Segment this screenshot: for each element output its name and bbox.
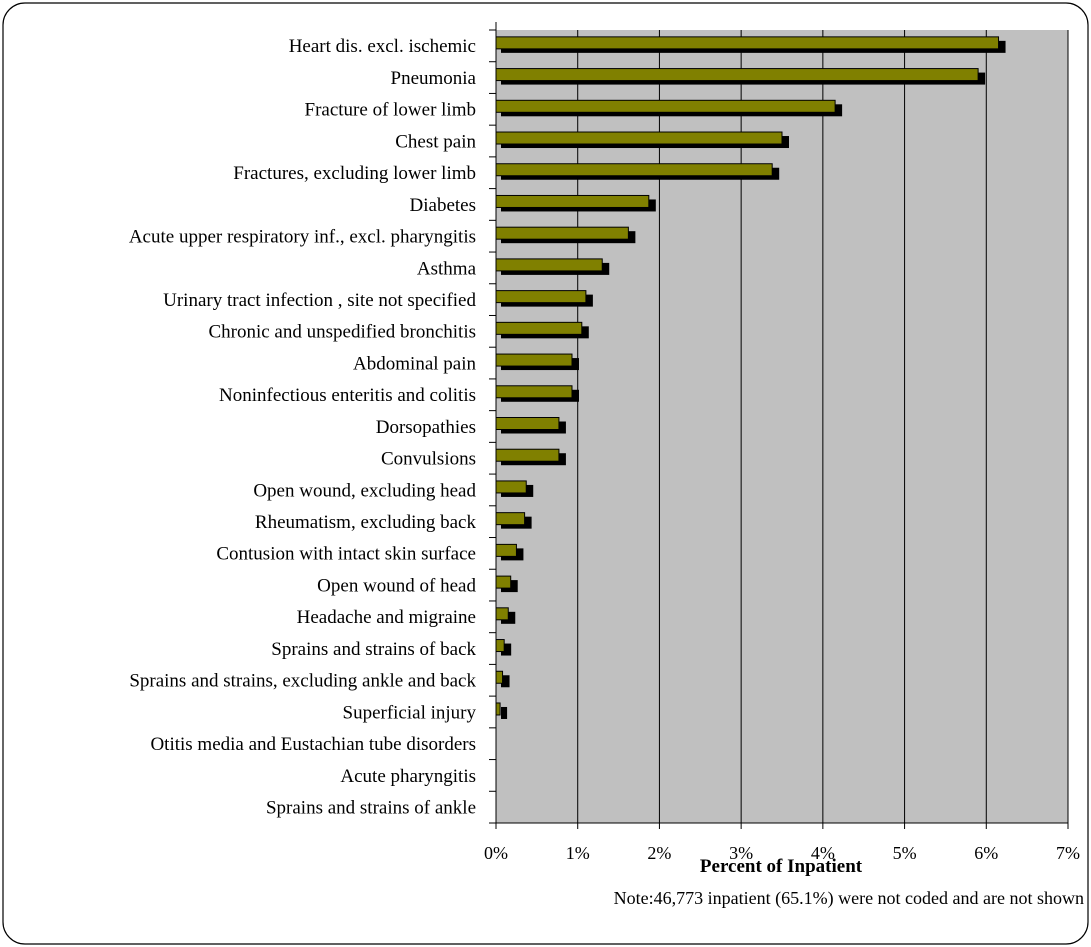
x-tick-label: 2% [647, 843, 671, 863]
category-label: Fracture of lower limb [305, 100, 476, 121]
bar-front [495, 258, 603, 272]
bar [495, 163, 780, 180]
x-tick-label: 6% [974, 843, 998, 863]
bar-front [495, 99, 836, 113]
category-label: Sprains and strains of back [271, 639, 476, 660]
bar [495, 194, 656, 212]
bar [495, 417, 566, 434]
bar [495, 258, 610, 275]
bar [495, 68, 986, 85]
category-label: Noninfectious enteritis and colitis [219, 385, 476, 406]
gridlines [577, 30, 1069, 823]
bar-shadow [501, 643, 512, 656]
category-label: Chest pain [395, 131, 476, 152]
category-label: Open wound, excluding head [253, 480, 476, 501]
bar [495, 607, 516, 624]
category-label: Rheumatism, excluding back [255, 512, 477, 533]
bar [495, 226, 636, 244]
bar-front [495, 639, 505, 653]
plot-area [496, 30, 1068, 823]
bar-front [495, 194, 650, 208]
category-label: Heart dis. excl. ischemic [289, 36, 476, 57]
bar-front [495, 226, 629, 240]
category-label: Fractures, excluding lower limb [233, 163, 476, 184]
x-tick-label: 1% [566, 843, 590, 863]
axes [489, 22, 1069, 829]
bar [495, 480, 534, 497]
category-label: Acute upper respiratory inf., excl. phar… [129, 227, 476, 248]
category-label: Dorsopathies [376, 417, 476, 438]
chart-note: Note:46,773 inpatient (65.1%) were not c… [614, 888, 1084, 909]
bar-front [495, 702, 501, 716]
bar-front [495, 353, 573, 367]
bar-front [495, 543, 517, 557]
bar [495, 36, 1006, 53]
bar [495, 290, 593, 307]
bar [495, 353, 579, 371]
category-label: Acute pharyngitis [340, 766, 476, 787]
bar [495, 99, 843, 117]
category-label: Contusion with intact skin surface [216, 544, 476, 565]
bar-front [495, 385, 573, 399]
bar-front [495, 670, 504, 684]
bar [495, 575, 518, 593]
bar-front [495, 417, 560, 430]
category-label: Headache and migraine [297, 607, 476, 628]
category-label: Abdominal pain [353, 353, 476, 374]
bar-front [495, 448, 560, 462]
category-label: Sprains and strains of ankle [266, 797, 476, 818]
category-label: Sprains and strains, excluding ankle and… [129, 671, 476, 692]
bar-front [495, 36, 1000, 50]
bar-front [495, 68, 979, 82]
category-label: Superficial injury [343, 702, 477, 723]
category-label: Diabetes [410, 195, 476, 216]
x-tick-label: 5% [893, 843, 917, 863]
x-tick-label: 4% [811, 843, 835, 863]
bar-front [495, 512, 526, 526]
bar-shadow [501, 675, 510, 688]
bar-front [495, 290, 587, 304]
category-labels: Heart dis. excl. ischemic Pneumonia Fractu… [129, 36, 477, 818]
bar-front [495, 575, 512, 589]
category-label: Chronic and unspedified bronchitis [208, 322, 476, 343]
category-label: Convulsions [381, 449, 476, 470]
bar-front [495, 163, 773, 177]
x-tick-labels: 0% 1% 2% 3% 4% 5% 6% 7% [484, 843, 1080, 863]
x-tick-label: 7% [1056, 843, 1080, 863]
bar-front [495, 321, 583, 335]
bar-front [495, 607, 509, 621]
bar [495, 448, 566, 466]
bar [495, 131, 789, 149]
bar [495, 321, 589, 339]
category-label: Open wound of head [317, 575, 476, 596]
bar-shadow [501, 706, 508, 719]
category-label: Asthma [417, 258, 477, 279]
x-axis-title: Percent of Inpatient [700, 856, 863, 877]
bar-front [495, 131, 783, 145]
category-label: Urinary tract infection , site not speci… [163, 290, 476, 311]
category-label: Otitis media and Eustachian tube disorde… [150, 734, 476, 755]
bar [495, 385, 579, 402]
x-tick-label: 0% [484, 843, 508, 863]
bar-front [495, 480, 527, 494]
x-tick-label: 3% [729, 843, 753, 863]
category-label: Pneumonia [391, 68, 477, 89]
